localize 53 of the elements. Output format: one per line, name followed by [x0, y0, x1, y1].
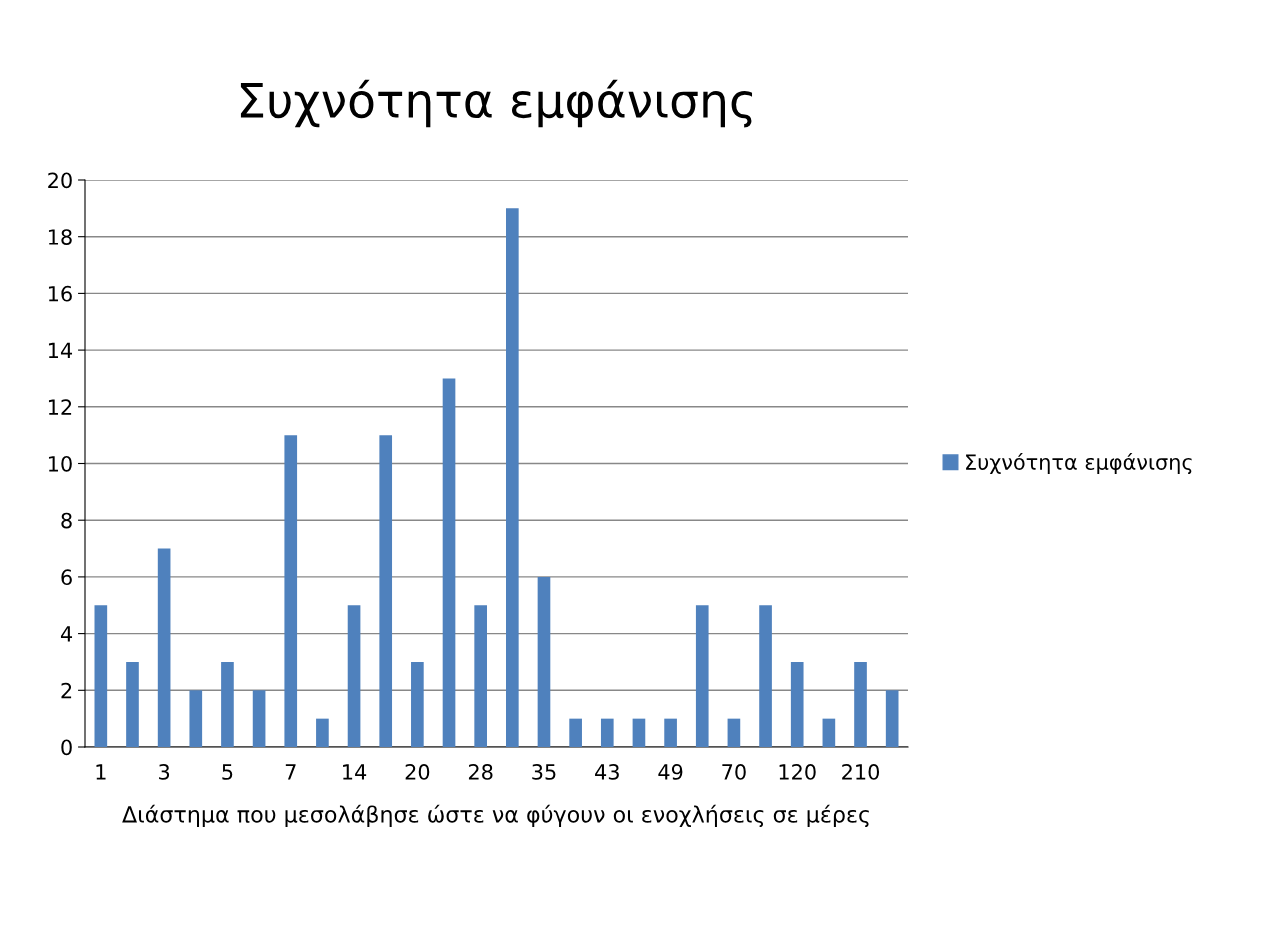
x-tick-label: 49 — [658, 764, 683, 780]
bar — [790, 661, 804, 747]
bar — [664, 718, 677, 747]
bar — [600, 718, 614, 747]
x-tick-label: 7 — [285, 764, 296, 780]
x-tick-label: 3 — [159, 764, 170, 780]
bar — [506, 208, 519, 747]
x-tick-label: 20 — [405, 764, 430, 780]
x-tick-label: 5 — [222, 764, 233, 780]
bar — [157, 548, 171, 747]
bar — [474, 605, 487, 747]
bar — [695, 605, 709, 747]
x-tick-label: 28 — [468, 764, 493, 780]
bar — [632, 718, 646, 747]
x-tick-label: 120 — [779, 764, 816, 780]
x-tick-label: 210 — [842, 764, 880, 780]
bar — [854, 661, 867, 747]
y-tick-label: 14 — [48, 342, 73, 359]
y-tick-label: 10 — [48, 455, 72, 472]
bar — [94, 605, 108, 747]
y-tick-label: 8 — [61, 512, 72, 529]
bar — [411, 661, 424, 747]
y-tick-label: 0 — [61, 739, 72, 756]
bar — [284, 435, 298, 747]
bar — [759, 605, 772, 747]
bar — [727, 718, 741, 747]
x-tick-label: 35 — [532, 764, 556, 780]
bar — [569, 718, 582, 747]
bar — [822, 718, 836, 747]
bar — [126, 661, 139, 747]
legend-label: Συχνότητα εμφάνισης — [966, 452, 1192, 475]
x-tick-label: 14 — [343, 764, 367, 780]
y-tick-label: 12 — [48, 399, 72, 415]
y-tick-label: 4 — [60, 626, 73, 642]
x-tick-label: 1 — [96, 764, 106, 780]
bar — [885, 690, 899, 747]
bar — [221, 661, 234, 747]
bar — [189, 690, 203, 747]
bar — [442, 378, 456, 747]
x-tick-label: 70 — [722, 764, 746, 780]
bar — [316, 718, 329, 747]
y-tick-label: 18 — [48, 229, 72, 245]
chart-title: Συχνότητα εμφάνισης — [240, 79, 753, 128]
y-tick-label: 20 — [48, 172, 72, 189]
bar — [537, 576, 551, 747]
x-axis-title: Διάστημα που μεσολάβησε ώστε να φύγουν οι ενοχλήσεις σε μέρες — [122, 804, 869, 828]
y-tick-label: 6 — [61, 569, 72, 586]
x-tick-label: 43 — [595, 764, 619, 780]
bar — [379, 435, 393, 747]
y-tick-label: 2 — [61, 682, 72, 699]
bar — [252, 690, 266, 747]
bar — [347, 605, 361, 747]
y-tick-label: 16 — [48, 285, 72, 302]
